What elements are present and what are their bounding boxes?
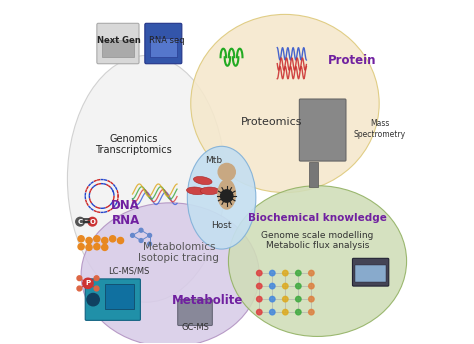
- Bar: [105, 284, 134, 310]
- FancyBboxPatch shape: [97, 23, 139, 64]
- Circle shape: [270, 297, 275, 302]
- Text: GC-MS: GC-MS: [182, 323, 210, 332]
- Circle shape: [148, 234, 152, 237]
- Text: DNA
RNA: DNA RNA: [111, 199, 140, 227]
- Text: Metabolite: Metabolite: [172, 294, 244, 307]
- Circle shape: [76, 217, 84, 226]
- Circle shape: [256, 297, 262, 302]
- Circle shape: [77, 276, 82, 281]
- Circle shape: [309, 283, 314, 289]
- Circle shape: [283, 309, 288, 315]
- Ellipse shape: [81, 203, 259, 344]
- Text: Next Gen: Next Gen: [97, 35, 141, 45]
- Circle shape: [148, 242, 152, 246]
- Circle shape: [296, 270, 301, 276]
- FancyBboxPatch shape: [300, 99, 346, 161]
- FancyBboxPatch shape: [145, 23, 182, 64]
- Text: Host: Host: [211, 221, 232, 229]
- Circle shape: [283, 297, 288, 302]
- Circle shape: [218, 163, 235, 181]
- FancyBboxPatch shape: [353, 258, 389, 286]
- Circle shape: [118, 237, 124, 244]
- Circle shape: [296, 297, 301, 302]
- Circle shape: [139, 228, 143, 232]
- Bar: [355, 265, 386, 282]
- Circle shape: [130, 234, 135, 237]
- Text: P: P: [85, 280, 91, 286]
- Circle shape: [270, 309, 275, 315]
- Ellipse shape: [193, 176, 212, 185]
- Circle shape: [256, 309, 262, 315]
- Text: LC-MS/MS: LC-MS/MS: [109, 267, 150, 276]
- Text: Proteomics: Proteomics: [240, 117, 302, 127]
- Text: RNA seq: RNA seq: [149, 35, 184, 45]
- Circle shape: [109, 236, 116, 242]
- FancyBboxPatch shape: [85, 279, 140, 320]
- Text: Genome scale modelling
Metabolic flux analysis: Genome scale modelling Metabolic flux an…: [261, 231, 374, 250]
- Circle shape: [77, 286, 82, 291]
- Circle shape: [88, 217, 97, 226]
- Ellipse shape: [187, 146, 256, 249]
- Circle shape: [94, 236, 100, 242]
- Circle shape: [309, 297, 314, 302]
- Ellipse shape: [191, 14, 379, 193]
- Text: Protein: Protein: [328, 54, 376, 67]
- Bar: [150, 39, 177, 57]
- Ellipse shape: [67, 55, 225, 302]
- Text: C: C: [78, 219, 82, 225]
- Circle shape: [86, 237, 92, 244]
- Ellipse shape: [228, 186, 407, 336]
- Text: Genomics
Transcriptomics: Genomics Transcriptomics: [95, 134, 172, 155]
- Circle shape: [256, 270, 262, 276]
- Bar: [310, 162, 318, 187]
- Circle shape: [78, 236, 84, 242]
- Bar: [101, 40, 134, 57]
- Circle shape: [83, 278, 93, 289]
- Circle shape: [220, 190, 233, 202]
- Circle shape: [86, 244, 92, 250]
- Text: O: O: [90, 219, 95, 225]
- Ellipse shape: [200, 187, 219, 195]
- Ellipse shape: [186, 187, 205, 195]
- Circle shape: [270, 270, 275, 276]
- Circle shape: [309, 309, 314, 315]
- Text: Metabolomics
Isotopic tracing: Metabolomics Isotopic tracing: [138, 242, 219, 263]
- Circle shape: [270, 283, 275, 289]
- FancyBboxPatch shape: [178, 299, 212, 325]
- Circle shape: [94, 276, 99, 281]
- Circle shape: [296, 309, 301, 315]
- Circle shape: [139, 239, 143, 243]
- Ellipse shape: [217, 179, 236, 210]
- Circle shape: [94, 244, 100, 250]
- Circle shape: [309, 270, 314, 276]
- Circle shape: [296, 283, 301, 289]
- Circle shape: [283, 270, 288, 276]
- Text: Biochemical knowledge: Biochemical knowledge: [248, 213, 387, 223]
- Text: Mass
Spectrometry: Mass Spectrometry: [354, 119, 406, 139]
- Circle shape: [101, 237, 108, 244]
- Circle shape: [94, 286, 99, 291]
- Circle shape: [283, 283, 288, 289]
- Circle shape: [78, 244, 84, 250]
- Circle shape: [87, 293, 99, 306]
- Circle shape: [101, 244, 108, 250]
- Circle shape: [256, 283, 262, 289]
- Text: Mtb: Mtb: [206, 155, 223, 164]
